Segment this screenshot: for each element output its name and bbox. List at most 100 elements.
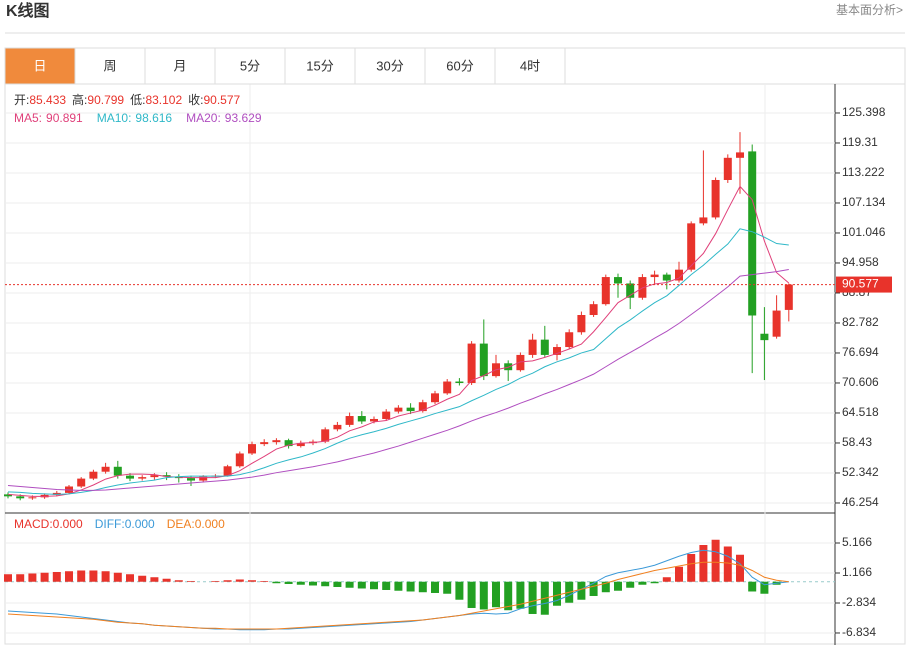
macd-bar — [650, 581, 659, 584]
macd-bar — [52, 571, 61, 582]
ma-line — [7, 269, 789, 491]
y-tick-label: 82.782 — [842, 315, 879, 329]
candle-body — [223, 466, 232, 476]
y-tick-label: 101.046 — [842, 225, 886, 239]
candle-body — [89, 471, 98, 479]
ohlc-label: 收: — [188, 93, 203, 107]
analysis-link[interactable]: 基本面分析> — [836, 3, 903, 17]
macd-bar — [394, 581, 403, 591]
ohlc-label: 低: — [130, 93, 145, 107]
ohlc-value: 90.799 — [87, 93, 124, 107]
y-tick-label: 1.166 — [842, 565, 872, 579]
candle-body — [675, 269, 683, 281]
tab[interactable] — [214, 47, 286, 85]
macd-bar — [248, 580, 256, 582]
candle-body — [528, 339, 537, 355]
candle-body — [565, 332, 574, 348]
candle-body — [345, 416, 354, 425]
candle-body — [4, 494, 12, 497]
tab[interactable] — [424, 47, 496, 85]
ma-value: 90.891 — [46, 111, 83, 125]
tab-label[interactable]: 60分 — [446, 58, 473, 73]
tab-label[interactable]: 月 — [173, 58, 186, 73]
candle-body — [784, 284, 793, 310]
macd-bar — [382, 581, 391, 590]
candle-body — [540, 339, 549, 355]
macd-bar — [626, 581, 635, 588]
candle-body — [553, 347, 561, 355]
macd-bar — [431, 581, 439, 593]
macd-legend: MACD:0.000 DIFF:0.000 DEA:0.000 — [14, 517, 225, 531]
macd-bar — [601, 581, 610, 593]
y-tick-label: -2.834 — [842, 595, 876, 609]
ma-value: 93.629 — [225, 111, 262, 125]
tab[interactable] — [4, 47, 76, 85]
ma-name: MA10: — [97, 111, 132, 125]
candle-body — [687, 223, 696, 270]
macd-bar — [235, 579, 244, 582]
candle-body — [199, 476, 208, 481]
macd-bar — [260, 580, 269, 582]
macd-bar — [357, 581, 366, 589]
macd-bar — [333, 581, 342, 587]
macd-bar — [370, 581, 378, 590]
macd-bar — [699, 544, 708, 582]
tab-label[interactable]: 15分 — [306, 58, 333, 73]
candle-body — [321, 429, 330, 442]
tab-label[interactable]: 4时 — [520, 58, 540, 73]
candle-body — [431, 393, 439, 403]
macd-bar — [675, 566, 683, 582]
tab-label[interactable]: 5分 — [240, 58, 260, 73]
macd-legend-item: DIFF:0.000 — [95, 517, 155, 531]
candle-body — [614, 277, 622, 284]
macd-legend-item: MACD:0.000 — [14, 517, 83, 531]
y-tick-label: 64.518 — [842, 405, 879, 419]
macd-bar — [174, 580, 183, 582]
macd-bar — [126, 574, 134, 582]
candle-body — [333, 424, 342, 430]
candle-body — [296, 443, 305, 447]
candle-body — [748, 151, 757, 316]
tab[interactable] — [354, 47, 426, 85]
macd-bar — [443, 581, 452, 594]
tab-label[interactable]: 30分 — [376, 58, 403, 73]
macd-bar — [577, 581, 586, 600]
macd-bar — [28, 573, 37, 582]
candle-body — [760, 333, 769, 341]
tab-label[interactable]: 日 — [33, 58, 46, 73]
candle-body — [284, 440, 293, 447]
candle-body — [150, 475, 159, 478]
candle-body — [272, 440, 281, 443]
candle-body — [77, 478, 86, 487]
ohlc-value: 90.577 — [203, 93, 240, 107]
macd-bar — [687, 553, 696, 582]
macd-bar — [113, 572, 122, 582]
candle-body — [260, 442, 269, 445]
y-tick-label: -6.834 — [842, 625, 876, 639]
candle-body — [723, 157, 732, 180]
macd-bar — [321, 581, 330, 587]
macd-bar — [748, 581, 757, 592]
candle-body — [772, 310, 781, 337]
tab[interactable] — [284, 47, 356, 85]
y-tick-label: 125.398 — [842, 105, 886, 119]
tab[interactable] — [494, 47, 566, 85]
macd-bar — [455, 581, 464, 600]
macd-bar — [479, 581, 488, 610]
candle-body — [736, 152, 744, 158]
tab-label[interactable]: 周 — [103, 58, 116, 73]
candle-body — [626, 283, 635, 298]
macd-bar — [89, 570, 98, 582]
macd-bar — [711, 539, 720, 582]
macd-bar — [736, 554, 744, 582]
y-tick-label: 94.958 — [842, 255, 879, 269]
macd-bar — [345, 581, 354, 588]
candle-body — [711, 179, 720, 218]
ohlc-value: 85.433 — [29, 93, 66, 107]
candle-body — [187, 478, 195, 481]
ohlc-label: 高: — [72, 92, 87, 107]
macd-bar — [406, 581, 415, 592]
ma-legend: MA5: 90.891 MA10: 98.616 MA20: 93.629 — [14, 111, 262, 125]
macd-bar — [614, 581, 622, 591]
